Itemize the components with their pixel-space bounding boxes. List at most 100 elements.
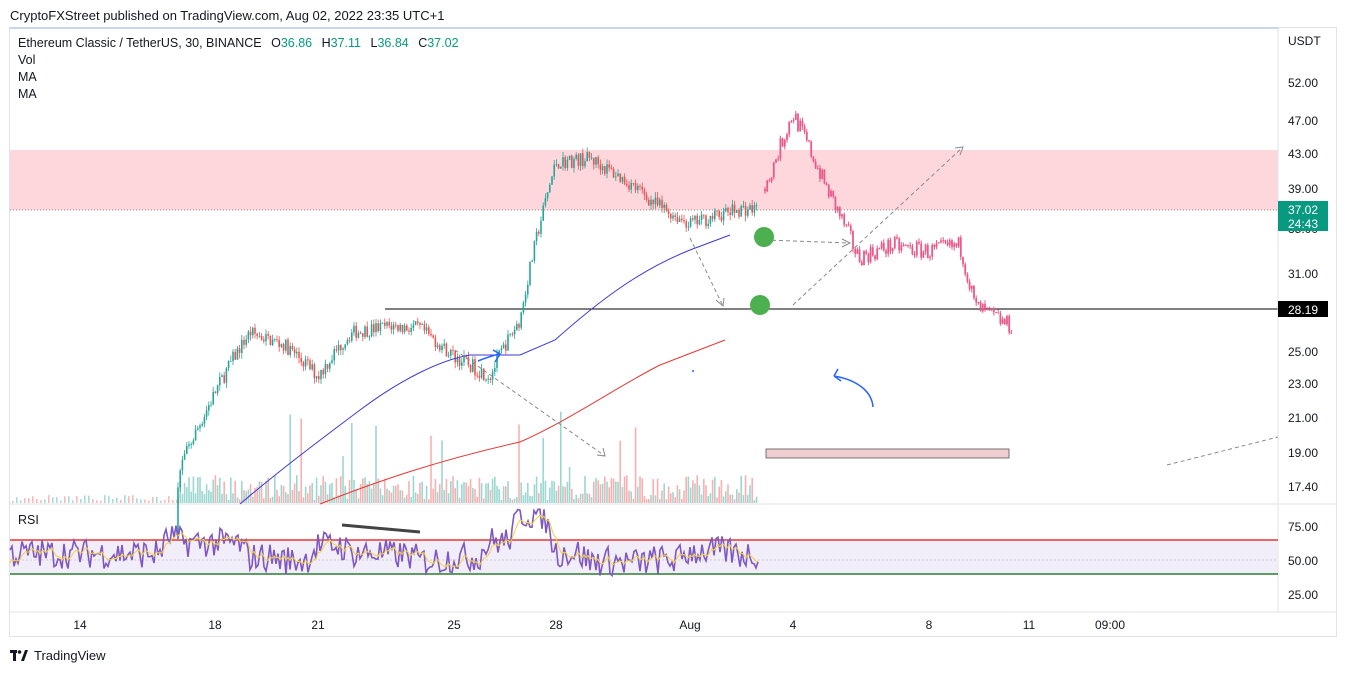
projection-body [926,245,929,258]
candle-body [650,199,652,206]
volume-bar [370,488,373,503]
projection-body [841,214,843,217]
volume-bar [461,484,463,503]
volume-bar [421,481,423,503]
volume-bar [573,499,575,503]
candle-body [256,333,258,336]
volume-bar [716,497,718,503]
projection-body [893,237,896,249]
volume-bar [212,479,214,503]
volume-bar [96,500,98,503]
volume-bar [254,487,256,503]
candle-body [326,364,329,369]
volume-bar [395,485,397,503]
volume-bar [64,496,66,503]
indicator-vol[interactable]: Vol [18,53,36,67]
indicator-ma-2[interactable]: MA [18,87,37,101]
volume-bar [597,480,599,503]
rsi-pane-label[interactable]: RSI [18,513,39,527]
volume-bar [20,500,22,503]
volume-bar [615,481,617,503]
candle-body [755,205,758,207]
candle-body [670,213,672,219]
volume-bar [491,478,494,503]
volume-bar [661,490,663,503]
volume-bar [425,485,428,503]
volume-bar [384,478,386,503]
volume-bar [496,485,498,503]
volume-bar [156,496,158,503]
candle-body [683,219,685,222]
volume-bar [623,476,626,503]
candle-body [441,345,443,351]
volume-bar [718,486,720,503]
volume-bar [179,481,181,503]
candle-body [665,204,668,211]
candle-body [505,344,507,351]
volume-bar [258,481,261,503]
candle-body [414,321,417,325]
volume-bar [282,486,285,503]
projection-body [970,285,973,289]
volume-bar [608,487,610,503]
high-label: H [321,36,331,50]
volume-bar [309,485,311,503]
volume-bar [740,475,742,503]
projection-body [803,126,806,132]
volume-bar [549,487,551,503]
projection-body [909,245,912,247]
candle-body [654,197,657,205]
projection-body [997,312,1000,314]
volume-bar [738,492,740,503]
volume-bar [476,496,478,503]
tradingview-logo: TradingView [10,648,106,663]
volume-bar [582,493,584,503]
projection-body [858,249,861,262]
projection-body [981,303,984,312]
volume-bar [542,438,544,503]
candle-body [454,350,456,363]
volume-bar [474,489,476,503]
projection-body [808,140,810,142]
projection-body [937,242,940,244]
candle-body [615,176,617,178]
volume-bar [36,498,38,503]
volume-bar [197,477,199,503]
candle-body [632,182,635,184]
volume-bar [465,482,467,503]
time-tick: 21 [311,618,325,632]
candle-body [399,324,401,331]
volume-bar [183,482,186,503]
candle-body [216,385,219,394]
volume-bar [116,497,118,503]
projection-body [821,169,824,179]
projection-body [904,244,907,246]
candle-body [476,375,478,377]
volume-bar [289,414,291,503]
volume-bar [432,488,434,503]
candle-body [359,332,362,334]
blue-arrow-left [477,349,502,363]
candle-body [461,362,463,366]
volume-bar [428,499,430,503]
low-value: 36.84 [377,36,409,50]
candle-body [267,334,269,336]
high-value: 37.11 [330,36,361,50]
volume-bar [458,497,461,503]
candle-body [568,155,571,160]
indicator-ma-1[interactable]: MA [18,70,37,84]
candle-body [443,343,445,346]
candle-body [258,335,261,337]
candle-body [652,199,654,205]
volume-bar [399,490,401,503]
candle-body [392,324,395,330]
volume-bar [100,500,102,503]
candle-body [318,376,320,380]
volume-bar [621,486,624,503]
projection-body [913,254,916,256]
candle-body [678,218,681,222]
volume-bar [467,486,470,503]
volume-bar [28,498,30,503]
volume-bar [485,483,487,503]
